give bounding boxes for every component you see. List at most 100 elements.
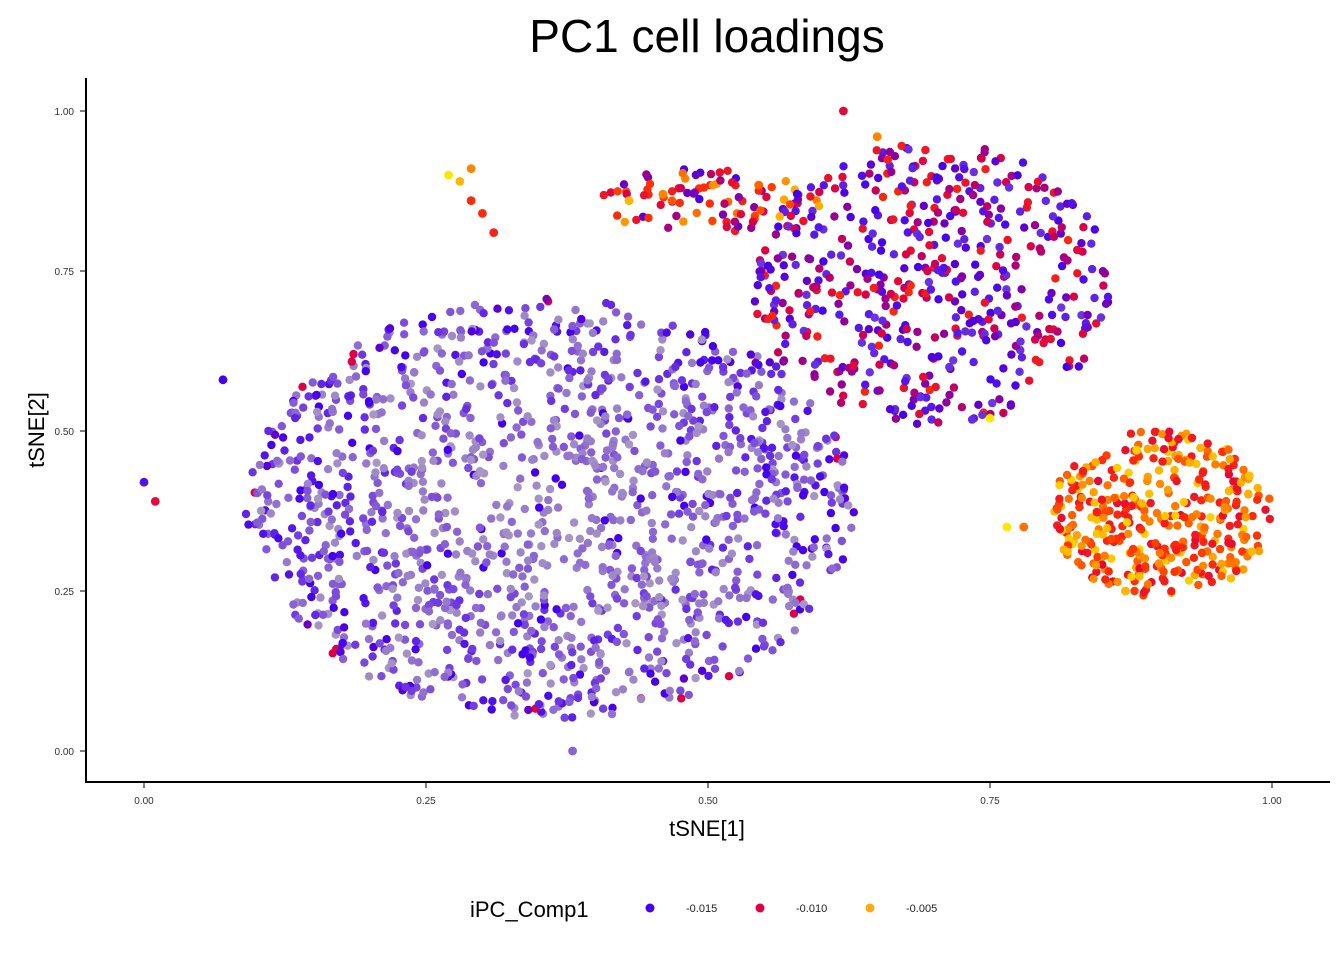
data-point (313, 424, 322, 433)
data-point (1198, 468, 1207, 477)
data-point (859, 217, 868, 226)
data-point (383, 561, 392, 570)
data-point (402, 649, 412, 658)
data-point (961, 327, 970, 336)
data-point (751, 644, 761, 653)
data-point (683, 188, 692, 198)
data-point (617, 373, 626, 382)
data-point (290, 465, 299, 474)
data-point (736, 210, 746, 219)
data-point (554, 315, 563, 324)
data-point (360, 425, 369, 434)
data-point (501, 349, 510, 358)
data-point (743, 654, 753, 663)
data-point (921, 379, 930, 388)
data-point (699, 590, 708, 599)
data-point (1140, 554, 1150, 563)
data-point (1062, 362, 1071, 372)
data-point (754, 181, 764, 190)
data-point (507, 701, 516, 710)
data-point (1197, 548, 1207, 558)
data-point (411, 637, 421, 646)
data-point (927, 352, 936, 362)
data-point (368, 618, 378, 628)
data-point (832, 447, 841, 457)
data-point (769, 494, 778, 503)
data-point (552, 528, 561, 538)
data-point (287, 524, 297, 533)
data-point (771, 528, 780, 537)
data-point (865, 169, 874, 178)
data-point (1143, 444, 1152, 454)
data-point (496, 636, 505, 646)
data-point (1155, 479, 1165, 489)
data-point (313, 517, 322, 527)
data-point (616, 516, 625, 525)
data-point (974, 400, 983, 409)
data-point (802, 290, 811, 299)
data-point (316, 593, 325, 602)
data-point (441, 508, 450, 518)
data-point (404, 481, 413, 491)
data-point (615, 469, 625, 479)
data-point (921, 145, 930, 155)
data-point (1047, 288, 1056, 298)
data-point (1098, 560, 1107, 569)
data-point (1100, 551, 1109, 560)
data-point (479, 535, 488, 544)
data-point (900, 216, 909, 225)
data-point (790, 462, 799, 472)
data-point (599, 190, 608, 200)
data-point (1011, 302, 1020, 311)
data-point (629, 675, 638, 684)
data-point (522, 678, 532, 687)
data-point (598, 384, 607, 393)
data-point (957, 403, 967, 412)
data-point (1187, 433, 1197, 443)
data-point (553, 503, 563, 512)
data-point (379, 464, 388, 473)
data-point (386, 394, 395, 403)
data-point (469, 701, 478, 711)
data-point (523, 556, 533, 565)
data-point (820, 487, 829, 497)
data-point (757, 454, 766, 464)
data-point (1224, 464, 1233, 474)
y-ticks: 0.000.250.500.751.00 (55, 107, 86, 758)
data-point (386, 643, 395, 653)
data-point (524, 318, 533, 327)
data-point (1233, 520, 1243, 529)
data-point (869, 283, 878, 293)
data-point (501, 376, 510, 385)
data-point (613, 187, 622, 196)
data-point (798, 491, 808, 500)
data-point (1160, 577, 1169, 586)
data-point (377, 611, 387, 620)
data-point (1126, 429, 1136, 438)
data-point (468, 445, 478, 454)
data-point (724, 404, 733, 413)
data-point (487, 514, 496, 523)
data-point (980, 145, 989, 154)
data-point (550, 642, 559, 651)
data-point (1172, 545, 1181, 555)
data-point (1019, 223, 1029, 232)
data-point (559, 675, 568, 684)
data-point (678, 536, 687, 545)
data-point (305, 433, 314, 442)
data-point (1192, 459, 1201, 469)
data-point (686, 557, 695, 566)
data-point (662, 328, 671, 337)
data-point (544, 495, 553, 505)
data-point (1203, 439, 1212, 448)
data-point (517, 430, 526, 439)
data-point (868, 229, 877, 238)
data-point (917, 252, 926, 261)
data-point (907, 401, 916, 410)
data-point (337, 529, 346, 538)
data-point (678, 595, 687, 604)
data-point (414, 583, 423, 592)
data-point (537, 637, 546, 646)
data-point (806, 399, 815, 408)
data-point (1159, 567, 1168, 576)
